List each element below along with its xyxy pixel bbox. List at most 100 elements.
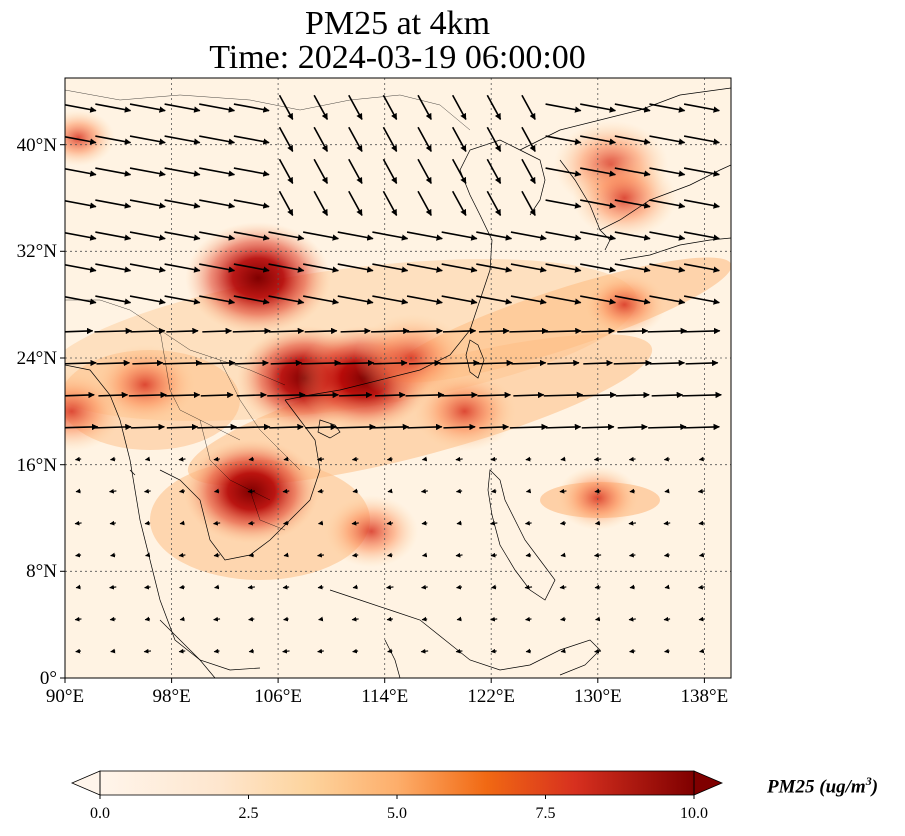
wind-arrow [455, 648, 463, 654]
wind-arrow [475, 359, 514, 367]
wind-arrow [511, 359, 547, 367]
wind-arrow [510, 263, 547, 273]
wind-arrow [75, 648, 82, 654]
wind-arrow [559, 584, 567, 590]
wind-arrow [683, 135, 720, 145]
wind-arrow [580, 263, 617, 273]
x-tick-label: 90°E [46, 686, 84, 707]
wind-arrow [164, 135, 201, 145]
wind-arrow [197, 423, 238, 431]
wind-arrow [317, 584, 324, 590]
wind-arrow [65, 168, 97, 177]
wind-arrow [213, 520, 221, 526]
wind-arrow [233, 295, 270, 305]
wind-arrow [247, 584, 255, 590]
wind-arrow [510, 295, 547, 305]
wind-arrow [545, 135, 582, 145]
wind-arrow [442, 327, 477, 335]
wind-arrow [664, 648, 670, 654]
wind-arrow [579, 391, 617, 399]
wind-arrow [352, 648, 359, 654]
wind-arrow [75, 584, 81, 590]
wind-arrow [649, 199, 686, 209]
wind-arrow [213, 648, 220, 654]
wind-arrow [248, 552, 254, 558]
wind-arrow [663, 456, 670, 462]
wind-arrow [509, 327, 549, 335]
wind-arrow [614, 103, 651, 113]
pollution-hotspot [412, 371, 517, 452]
wind-arrow [130, 327, 166, 335]
wind-arrow [282, 584, 290, 590]
wind-arrow [386, 520, 394, 526]
wind-arrow [580, 231, 617, 241]
wind-arrow [697, 488, 706, 494]
pollution-hotspot [582, 272, 667, 337]
wind-arrow [386, 456, 393, 462]
wind-arrow [614, 167, 651, 177]
wind-arrow [65, 296, 97, 305]
wind-arrow [628, 552, 636, 558]
colorbar-tick: 0.0 [90, 805, 110, 822]
wind-arrow [95, 263, 132, 273]
wind-arrow [144, 584, 151, 590]
graticule [65, 78, 731, 678]
wind-arrow [477, 391, 512, 399]
wind-arrow [560, 552, 566, 558]
wind-arrow [375, 391, 406, 399]
y-tick-label: 0° [40, 668, 57, 689]
wind-arrow [179, 616, 185, 622]
wind-arrow [109, 584, 117, 590]
wind-arrow [213, 616, 221, 622]
wind-arrow [351, 616, 359, 622]
wind-arrow [200, 391, 234, 399]
wind-arrow [351, 520, 359, 526]
wind-arrow [490, 488, 497, 494]
wind-arrow [179, 584, 185, 590]
x-tick-label: 98°E [152, 686, 190, 707]
wind-arrow [351, 456, 359, 462]
coastlines [65, 87, 731, 678]
y-tick-label: 32°N [17, 241, 58, 262]
colorbar-max-extend [693, 770, 724, 796]
wind-arrow [525, 456, 532, 462]
wind-arrow [164, 103, 201, 113]
wind-arrow [233, 231, 270, 241]
wind-arrow [417, 158, 432, 184]
wind-arrow [382, 158, 398, 184]
wind-arrow [313, 190, 329, 216]
wind-arrow [545, 231, 582, 241]
wind-arrow [213, 456, 220, 462]
wind-arrow [698, 616, 705, 622]
wind-arrow [545, 295, 582, 305]
wind-arrow [283, 616, 289, 622]
wind-arrow [313, 126, 329, 152]
wind-arrow [547, 359, 580, 367]
map-time: Time: 2024-03-19 06:00:00 [209, 39, 586, 76]
wind-arrow [439, 359, 480, 367]
wind-arrow [614, 231, 651, 241]
wind-arrow [525, 648, 532, 654]
wind-arrow [143, 648, 152, 654]
wind-arrow [486, 94, 502, 120]
wind-arrow [278, 94, 294, 120]
wind-arrow [559, 488, 567, 494]
pollution-hotspot [572, 158, 677, 238]
wind-arrow [214, 488, 220, 494]
wind-arrow [698, 456, 705, 462]
wind-arrow [614, 263, 651, 273]
wind-arrow [94, 327, 133, 335]
wind-arrow [521, 190, 536, 216]
wind-arrow [663, 616, 671, 622]
wind-arrow [486, 126, 502, 152]
wind-arrow [278, 158, 294, 184]
wind-arrow [525, 616, 532, 622]
wind-arrow [456, 616, 462, 622]
x-tick-label: 106°E [254, 686, 302, 707]
wind-arrow [337, 295, 374, 305]
wind-arrow [233, 199, 270, 209]
colorbar-tick: 5.0 [387, 805, 407, 822]
wind-arrow [232, 327, 271, 335]
wind-arrow [65, 391, 95, 399]
map-plot-area [65, 78, 731, 678]
